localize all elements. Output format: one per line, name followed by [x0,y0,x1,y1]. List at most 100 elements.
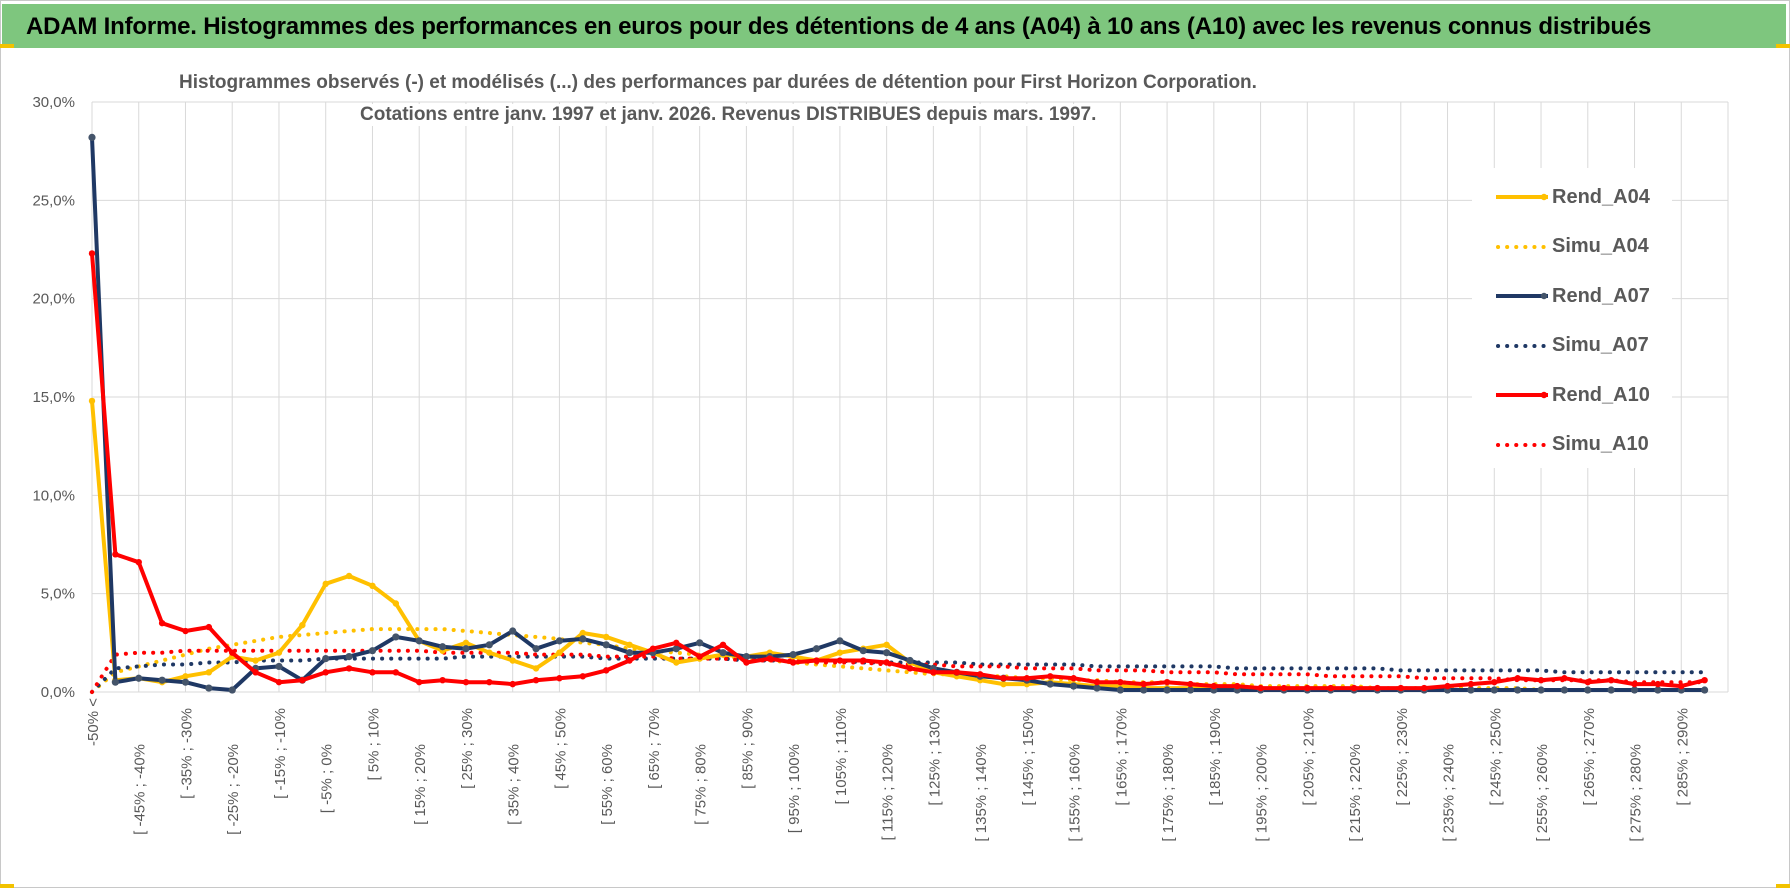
data-point [1537,677,1545,684]
data-point [1584,686,1592,694]
data-point [369,669,376,676]
data-point [579,635,587,643]
data-point [299,677,306,684]
data-point [719,649,727,657]
x-tick-label: [ 215% ; 220% [1347,744,1364,842]
data-point [1467,686,1475,694]
data-point [1116,686,1124,694]
data-point [1420,684,1428,692]
legend-item: Simu_A04 [1494,232,1649,262]
data-point [1046,680,1054,688]
legend-label: Rend_A10 [1552,383,1650,406]
data-point [1257,684,1264,692]
data-point [906,656,914,665]
data-point [673,659,680,666]
data-point [766,655,773,662]
chart-title: Histogrammes observés (-) et modélisés (… [175,72,1261,94]
data-point [1070,682,1078,690]
data-point [1093,678,1101,686]
data-point [1701,677,1708,684]
x-tick-label: [ 165% ; 170% [1113,708,1130,806]
data-point [345,653,353,661]
series-line-simu_a07 [90,654,1707,694]
legend-item: Rend_A04 [1494,182,1650,212]
data-point [1678,682,1685,690]
data-point [532,645,540,653]
legend-label: Simu_A07 [1552,334,1649,356]
data-point [252,669,259,676]
y-tick-label: 20,0% [32,291,75,308]
data-point [182,627,189,635]
data-point [205,669,213,676]
y-tick-label: 5,0% [41,586,75,603]
legend-item: Rend_A10 [1494,380,1650,410]
data-point [673,639,680,647]
data-point [649,645,657,652]
x-tick-label: [ 25% ; 30% [459,708,476,789]
data-point [1560,686,1568,694]
legend-swatch [1496,442,1550,447]
data-point [486,649,493,656]
data-point [1304,684,1311,692]
data-point [742,653,751,661]
data-point [1584,678,1591,686]
data-point [228,686,236,694]
data-point [602,667,610,674]
data-point [906,665,914,672]
data-point [1234,682,1241,690]
data-point [1000,675,1007,682]
x-tick-label: [ 225% ; 230% [1394,708,1411,806]
data-point [1210,682,1218,690]
data-point [111,678,119,686]
data-point [579,673,586,680]
data-point [462,678,470,686]
x-tick-label: [ 195% ; 200% [1254,744,1271,842]
x-tick-label: [ 55% ; 60% [599,744,616,825]
data-point [415,637,423,645]
legend-swatch [1496,292,1548,300]
data-point [556,649,563,656]
data-point [1514,686,1522,694]
data-point [158,676,166,684]
data-point [1163,686,1171,694]
data-point [836,649,844,656]
data-point [556,675,563,682]
data-point [1327,684,1334,692]
data-point [813,657,820,664]
data-point [181,678,190,686]
series-group [88,133,1709,694]
data-point [112,551,119,558]
data-point [1000,680,1007,688]
data-point [1117,678,1124,686]
data-point [88,397,96,405]
series-line-rend_a04 [90,400,1705,692]
x-tick-label: [ -35% ; -30% [178,708,195,799]
x-tick-label: [ 5% ; 10% [365,708,382,781]
x-tick-label: [ 205% ; 210% [1300,708,1317,806]
data-point [1374,684,1381,692]
y-tick-label: 0,0% [41,684,75,701]
x-tick-label: [ 65% ; 70% [646,708,663,789]
x-tick-label: -50% < [85,698,102,746]
header-banner: ADAM Informe. Histogrammes des performan… [2,4,1786,48]
y-tick-label: 15,0% [32,389,75,406]
legend-item: Simu_A07 [1494,331,1649,361]
data-point [532,677,540,684]
data-point [1023,675,1031,682]
x-tick-label: [ 175% ; 180% [1160,744,1177,842]
data-point [602,633,610,641]
data-point [416,678,423,686]
x-axis: -50% < [ -45% ; -40% [ -35% ; -30% [ -25% ;… [85,698,1691,842]
data-point [860,657,867,664]
x-tick-label: [ 285% ; 290% [1674,708,1691,806]
data-point [1630,686,1639,694]
data-point [88,250,96,257]
data-point [275,662,283,671]
data-point [626,657,633,664]
data-point [368,647,377,655]
data-point [859,647,867,655]
series-line-rend_a07 [90,137,1705,692]
data-point [1701,686,1709,694]
y-tick-label: 10,0% [32,487,75,504]
data-point [836,637,844,645]
